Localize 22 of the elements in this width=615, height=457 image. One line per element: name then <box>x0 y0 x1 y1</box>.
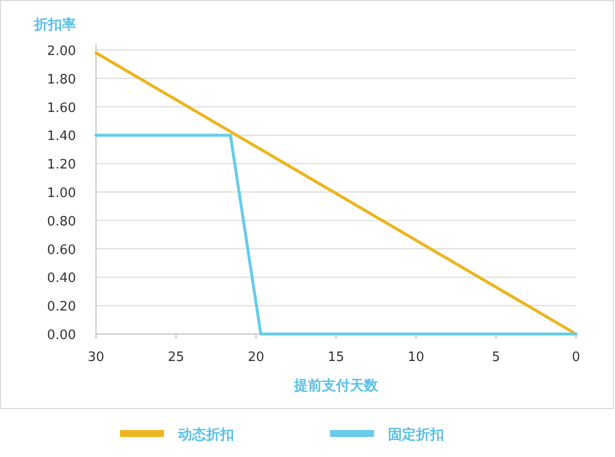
x-tick-label: 10 <box>408 350 424 365</box>
x-tick-label: 25 <box>168 350 184 365</box>
legend-label: 动态折扣 <box>177 427 234 443</box>
y-tick-label: 1.40 <box>47 129 76 144</box>
y-tick-label: 0.20 <box>47 300 76 315</box>
legend-label: 固定折扣 <box>388 426 444 443</box>
y-tick-label: 0.00 <box>47 328 76 343</box>
x-tick-label: 15 <box>328 350 344 365</box>
x-tick-label: 0 <box>572 350 580 365</box>
x-tick-label: 30 <box>88 350 104 365</box>
y-tick-label: 1.00 <box>47 186 76 201</box>
x-tick-label: 20 <box>248 350 264 365</box>
x-tick-label: 5 <box>492 350 500 365</box>
y-axis-title: 折扣率 <box>33 16 76 33</box>
y-tick-label: 0.80 <box>47 214 76 230</box>
y-tick-label: 0.40 <box>47 271 76 286</box>
y-tick-label: 1.80 <box>47 72 76 88</box>
y-tick-label: 1.20 <box>47 158 76 173</box>
x-axis-title: 提前支付天数 <box>293 378 379 394</box>
y-tick-label: 1.60 <box>47 100 76 116</box>
y-tick-label: 0.60 <box>47 242 76 258</box>
y-tick-label: 2.00 <box>47 44 76 59</box>
